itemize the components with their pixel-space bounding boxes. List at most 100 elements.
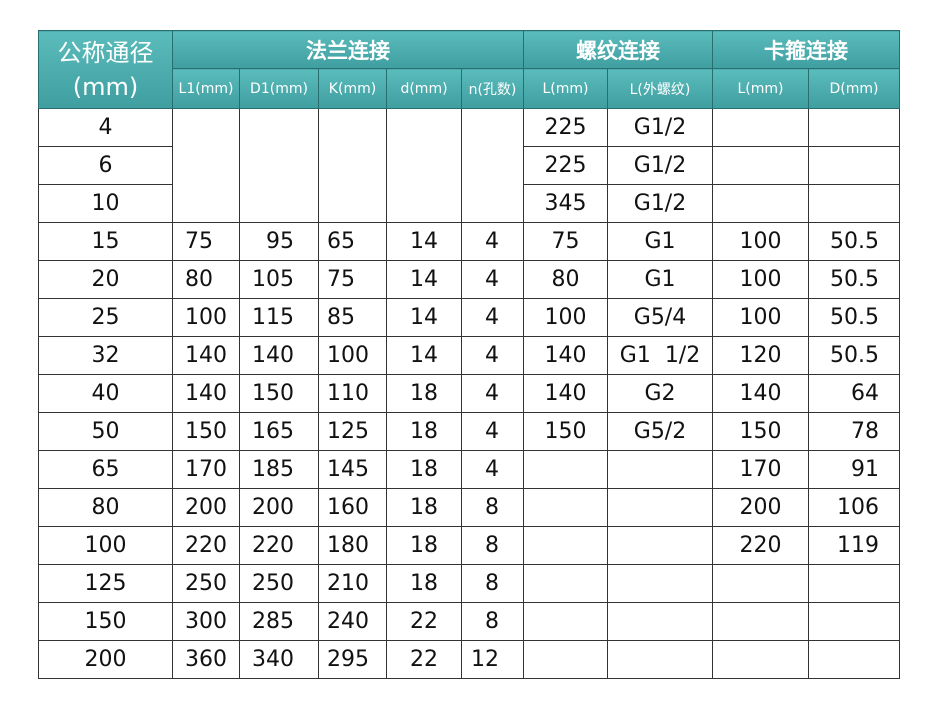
cell [607, 602, 713, 641]
table-row: 15 75 95 65 14 4 75 G1 100 50.5 [38, 222, 900, 261]
cell: 4 [461, 374, 524, 413]
cell: 22 [386, 640, 462, 679]
cell: G5/2 [607, 412, 713, 451]
cell: 18 [386, 526, 462, 565]
cell [607, 564, 713, 603]
cell: 18 [386, 412, 462, 451]
group-header: 卡箍连接 [712, 30, 900, 69]
cell: 85 [318, 298, 387, 337]
cell [808, 564, 900, 603]
cell [712, 602, 809, 641]
cell: 78 [808, 412, 900, 451]
cell: 15 [38, 222, 173, 261]
cell: 125 [318, 412, 387, 451]
cell: 145 [318, 450, 387, 489]
cell: 32 [38, 336, 173, 375]
cell: 150 [523, 412, 608, 451]
cell: 180 [318, 526, 387, 565]
cell: 80 [38, 488, 173, 527]
cell: 75 [318, 260, 387, 299]
cell: 170 [172, 450, 240, 489]
table-row: 150 300 285 240 22 8 [38, 602, 900, 641]
table-row: 50 150 165 125 18 4 150 G5/2 150 78 [38, 412, 900, 451]
cell [712, 108, 809, 147]
cell [523, 488, 608, 527]
cell: 340 [239, 640, 319, 679]
header-text: (mm) [72, 72, 139, 101]
cell: 100 [38, 526, 173, 565]
cell: 18 [386, 564, 462, 603]
cell: 6 [38, 146, 173, 185]
table-row: 20 80 105 75 14 4 80 G1 100 50.5 [38, 260, 900, 299]
cell: 200 [712, 488, 809, 527]
cell [386, 108, 462, 223]
cell: 240 [318, 602, 387, 641]
cell [523, 640, 608, 679]
cell: 100 [172, 298, 240, 337]
cell: 91 [808, 450, 900, 489]
sub-header: K(mm) [318, 68, 387, 109]
cell: 22 [386, 602, 462, 641]
cell: 4 [461, 260, 524, 299]
cell [808, 640, 900, 679]
sub-header: D1(mm) [239, 68, 319, 109]
cell: 200 [172, 488, 240, 527]
table-row: 40 140 150 110 18 4 140 G2 140 64 [38, 374, 900, 413]
cell: G1/2 [607, 184, 713, 223]
table-row: 4 225 G1/2 [38, 108, 900, 223]
cell: 20 [38, 260, 173, 299]
cell: 115 [239, 298, 319, 337]
cell: 150 [712, 412, 809, 451]
cell [712, 146, 809, 185]
cell: 100 [318, 336, 387, 375]
cell: 8 [461, 564, 524, 603]
cell: 8 [461, 602, 524, 641]
cell: 100 [712, 298, 809, 337]
cell: 10 [38, 184, 173, 223]
table-row: 25 100 115 85 14 4 100 G5/4 100 50.5 [38, 298, 900, 337]
cell: 4 [461, 336, 524, 375]
cell: 80 [172, 260, 240, 299]
cell: G5/4 [607, 298, 713, 337]
cell: 140 [712, 374, 809, 413]
cell: 165 [239, 412, 319, 451]
table-row: 65 170 185 145 18 4 170 91 [38, 450, 900, 489]
cell: 50 [38, 412, 173, 451]
cell: G1 [607, 222, 713, 261]
cell [808, 602, 900, 641]
cell: 360 [172, 640, 240, 679]
cell: 4 [461, 450, 524, 489]
cell: 18 [386, 488, 462, 527]
first-column-header: 公称通径 (mm) [38, 30, 173, 109]
sub-header: L(mm) [523, 68, 608, 109]
cell: 75 [172, 222, 240, 261]
cell: 285 [239, 602, 319, 641]
cell: 40 [38, 374, 173, 413]
cell: 170 [712, 450, 809, 489]
cell: 50.5 [808, 260, 900, 299]
cell: 250 [172, 564, 240, 603]
cell: 64 [808, 374, 900, 413]
cell: 50.5 [808, 298, 900, 337]
cell: 250 [239, 564, 319, 603]
cell [607, 526, 713, 565]
cell: 8 [461, 488, 524, 527]
cell [523, 602, 608, 641]
cell: 295 [318, 640, 387, 679]
sub-header: L(mm) [712, 68, 809, 109]
cell: 150 [38, 602, 173, 641]
cell: 95 [239, 222, 319, 261]
cell: 220 [712, 526, 809, 565]
cell [712, 640, 809, 679]
cell: 14 [386, 298, 462, 337]
cell: G1 1/2 [607, 336, 713, 375]
cell [461, 108, 524, 223]
table-row: 200 360 340 295 22 12 [38, 640, 900, 679]
cell: 125 [38, 564, 173, 603]
cell [318, 108, 387, 223]
sub-header: L1(mm) [172, 68, 240, 109]
cell [239, 108, 319, 223]
cell: 140 [172, 336, 240, 375]
header-text: 公称通径 [57, 38, 154, 67]
cell: 50.5 [808, 336, 900, 375]
